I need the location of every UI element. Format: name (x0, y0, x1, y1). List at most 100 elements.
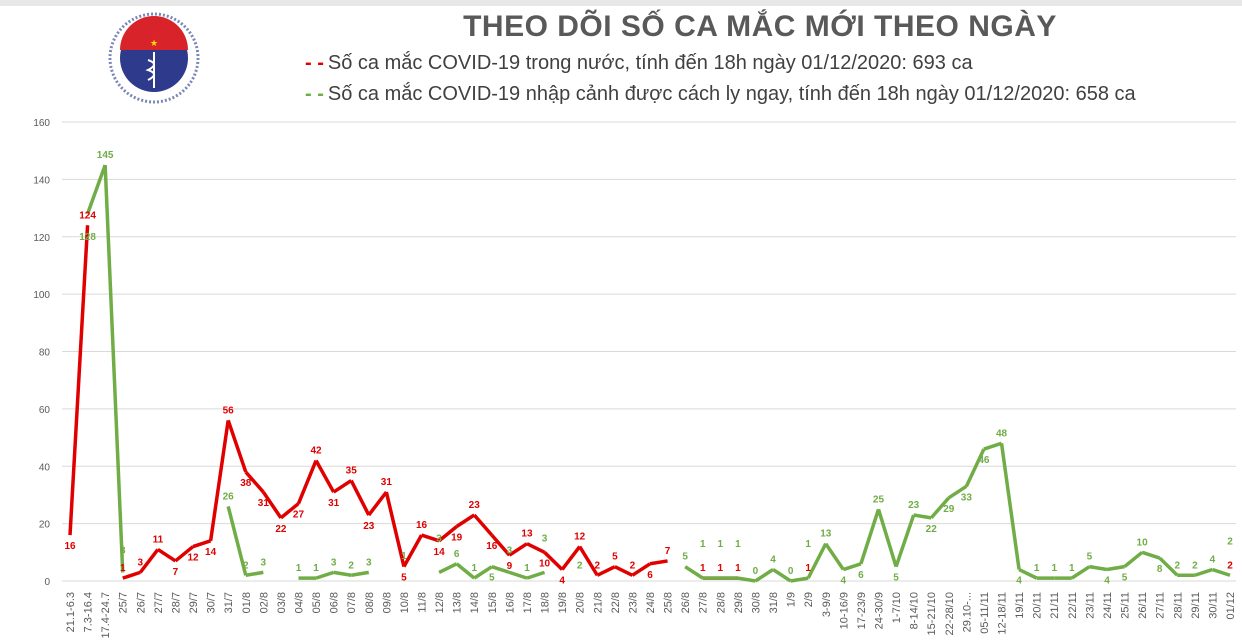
data-label-series-1: 13 (820, 529, 832, 540)
legend-marker-green: - - (305, 83, 324, 105)
series-0-segment (526, 542, 546, 554)
data-label-series-1: 4 (1016, 576, 1022, 587)
data-label-series-1: 128 (79, 232, 96, 243)
series-1-segment (491, 564, 510, 575)
series-1-segment (964, 448, 986, 488)
ministry-of-health-logo: ★ (108, 12, 200, 104)
x-tick-label: 01/12 (1225, 592, 1237, 620)
x-tick-label: 29/8 (733, 592, 745, 613)
x-tick-label: 30/11 (1207, 592, 1219, 619)
x-tick-label: 19/8 (557, 592, 569, 613)
x-tick-label: 7.3-16.4 (83, 592, 95, 632)
series-1-segment (929, 496, 951, 520)
series-1-segment (913, 513, 932, 520)
x-tick-label: 29/7 (188, 592, 200, 613)
x-tick-label: 27/7 (153, 592, 165, 613)
series-1-segment (473, 565, 493, 580)
x-tick-label: 16/8 (504, 592, 516, 613)
data-label-series-1: 1 (1034, 563, 1040, 574)
data-label-series-0: 6 (647, 570, 653, 581)
x-tick-label: 26/8 (680, 592, 692, 613)
series-1-segment (526, 570, 546, 580)
data-label-series-1: 29 (943, 504, 955, 515)
series-0-segment (68, 225, 90, 536)
series-1-segment (350, 570, 370, 577)
data-label-series-0: 14 (205, 547, 217, 558)
x-tick-label: 29/11 (1190, 592, 1202, 619)
series-1-segment (245, 570, 264, 577)
series-0-segment (244, 470, 265, 494)
series-1-segment (1211, 567, 1231, 577)
series-1-segment (1089, 564, 1108, 572)
data-label-series-1: 0 (788, 566, 794, 577)
data-label-series-1: 4 (770, 555, 776, 566)
series-1-segment (1070, 565, 1091, 580)
x-tick-label: 21/11 (1049, 592, 1061, 619)
x-tick-label: 05-11/11 (979, 592, 991, 634)
x-tick-label: 11/8 (417, 592, 429, 613)
data-label-series-1: 3 (542, 533, 548, 544)
data-label-series-0: 22 (275, 524, 287, 535)
data-label-series-1: 3 (366, 557, 372, 568)
series-0-segment (332, 479, 353, 494)
series-0-segment (631, 562, 651, 577)
data-label-series-0: 19 (451, 532, 463, 543)
series-1-segment (947, 484, 968, 500)
x-tick-label: 2/9 (803, 592, 815, 607)
data-label-series-1: 26 (223, 491, 235, 502)
data-label-series-1: 3 (436, 533, 442, 544)
series-0-segment (508, 542, 528, 557)
data-label-series-1: 1 (1069, 563, 1075, 574)
series-1-segment (1141, 550, 1161, 560)
data-label-series-1: 3 (120, 545, 126, 556)
series-1-segment (772, 568, 792, 583)
series-1-segment (842, 562, 862, 572)
data-label-series-0: 1 (718, 563, 724, 574)
x-tick-label: 28/8 (715, 592, 727, 613)
data-label-series-0: 38 (240, 478, 252, 489)
data-label-series-1: 5 (489, 573, 495, 584)
legend-label-domestic: Số ca mắc COVID-19 trong nước, tính đến … (327, 52, 973, 74)
data-label-series-1: 1 (1051, 563, 1057, 574)
data-label-series-1: 3 (261, 557, 267, 568)
x-tick-label: 31/8 (768, 592, 780, 613)
x-tick-label: 13/8 (452, 592, 464, 613)
data-label-series-0: 56 (223, 405, 235, 416)
data-label-series-0: 1 (805, 563, 811, 574)
x-tick-label: 17/8 (522, 592, 534, 613)
x-tick-label: 10-16/9 (838, 592, 850, 629)
data-label-series-0: 5 (612, 552, 618, 563)
data-label-series-0: 3 (138, 557, 144, 568)
data-label-series-0: 2 (1227, 560, 1233, 571)
data-label-series-1: 5 (1122, 573, 1128, 584)
x-tick-label: 3-9/9 (821, 592, 833, 617)
data-label-series-1: 4 (841, 576, 847, 587)
x-tick-label: 30/7 (206, 592, 218, 613)
series-1-segment (1158, 556, 1179, 577)
data-label-series-1: 4 (1104, 576, 1110, 587)
data-label-series-0: 2 (630, 560, 636, 571)
series-1-segment (226, 505, 248, 576)
x-tick-label: 27/11 (1155, 592, 1167, 619)
x-tick-label: 14/8 (469, 592, 481, 613)
series-0-segment (560, 545, 582, 571)
series-0-segment (596, 565, 616, 577)
series-0-segment (279, 502, 300, 520)
data-label-series-0: 7 (665, 546, 671, 557)
series-1-segment (1194, 567, 1213, 577)
series-0-segment (156, 547, 177, 563)
x-tick-label: 07/8 (346, 592, 358, 613)
x-tick-label: 15/8 (487, 592, 499, 613)
x-tick-label: 25/8 (663, 592, 675, 613)
legend-item-imported: - - Số ca mắc COVID-19 nhập cảnh được các… (305, 83, 1136, 106)
series-1-segment (438, 562, 458, 574)
y-tick-label: 140 (33, 175, 50, 186)
data-label-series-1: 33 (961, 492, 973, 503)
series-0-segment (192, 539, 212, 549)
data-label-series-1: 46 (978, 455, 990, 466)
series-0-segment (226, 419, 248, 473)
data-label-series-0: 12 (187, 553, 199, 564)
x-tick-label: 20/11 (1032, 592, 1044, 619)
data-label-series-1: 1 (296, 563, 302, 574)
series-0-segment (490, 533, 511, 557)
